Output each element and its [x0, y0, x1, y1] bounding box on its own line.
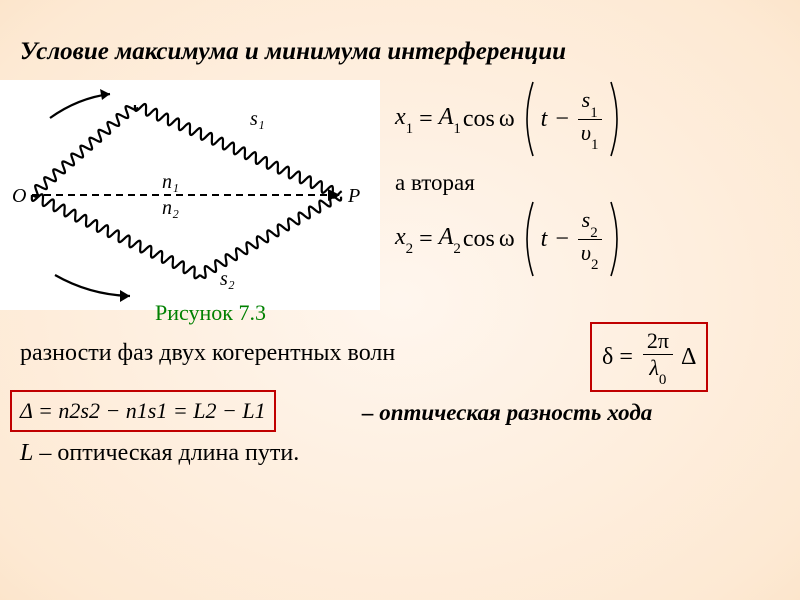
optical-path-diff-label: – оптическая разность хода: [362, 400, 652, 426]
path-bp: [200, 195, 341, 278]
path-eq-text: Δ = n2s2 − n1s1 = L2 − L1: [20, 398, 266, 423]
label-o: O: [12, 185, 26, 207]
eq-x1-var: x1: [395, 104, 413, 135]
right-paren-icon: [607, 80, 625, 158]
eq-t: t: [541, 106, 548, 133]
eq-t2: t: [541, 226, 548, 253]
arrow-lower-head: [120, 290, 130, 302]
left-paren-icon: [519, 80, 537, 158]
arrow-lower: [55, 275, 130, 296]
slide-content: Условие максимума и минимума интерференц…: [0, 0, 800, 600]
second-intro-text: а вторая: [395, 170, 625, 196]
delta-frac: 2π λ0: [643, 330, 673, 384]
diagram-svg: O P n₁ n₂ s₁ s₂: [0, 80, 380, 310]
delta-eq-sign: =: [619, 344, 633, 371]
eq-x2-var: x2: [395, 224, 413, 255]
equation-x2: x2 = A2 cos ω t − s2 υ2: [395, 200, 625, 278]
arrow-upper: [50, 94, 110, 118]
label-s1: s₁: [250, 108, 265, 130]
eq-minus2: −: [555, 226, 569, 253]
delta-symbol: δ: [602, 344, 613, 371]
phase-difference-text: разности фаз двух когерентных волн: [20, 340, 395, 367]
path-difference-box: Δ = n2s2 − n1s1 = L2 − L1: [10, 390, 276, 432]
eq-omega: ω: [499, 106, 515, 133]
label-n1: n₁: [162, 171, 179, 193]
eq-cos2: cos: [463, 226, 495, 253]
eq-omega2: ω: [499, 226, 515, 253]
eq-x2-a: A2: [439, 224, 461, 255]
eq-equals: =: [419, 106, 433, 133]
eq-equals2: =: [419, 226, 433, 253]
delta-bigdelta: Δ: [681, 344, 696, 371]
arrow-upper-head: [100, 89, 110, 100]
eq-x1-frac: s1 υ1: [577, 89, 603, 149]
slide-title: Условие максимума и минимума интерференц…: [20, 38, 566, 66]
label-s2: s₂: [220, 268, 235, 290]
wave-diagram: O P n₁ n₂ s₁ s₂: [0, 80, 380, 310]
eq-x2-frac: s2 υ2: [577, 209, 603, 269]
eq-cos: cos: [463, 106, 495, 133]
second-wave-block: а вторая x2 = A2 cos ω t − s2 υ2: [395, 170, 625, 284]
path-oa: [32, 106, 137, 197]
eq-x1-a: A1: [439, 104, 461, 135]
right-paren2-icon: [607, 200, 625, 278]
figure-caption: Рисунок 7.3: [155, 300, 266, 326]
optical-length-text: L – оптическая длина пути.: [20, 440, 299, 467]
delta-equation-box: δ = 2π λ0 Δ: [590, 322, 708, 392]
left-paren2-icon: [519, 200, 537, 278]
equation-x1: x1 = A1 cos ω t − s1 υ1: [395, 80, 795, 158]
label-p: P: [347, 185, 360, 207]
eq-minus: −: [555, 106, 569, 133]
label-n2: n₂: [162, 197, 179, 219]
